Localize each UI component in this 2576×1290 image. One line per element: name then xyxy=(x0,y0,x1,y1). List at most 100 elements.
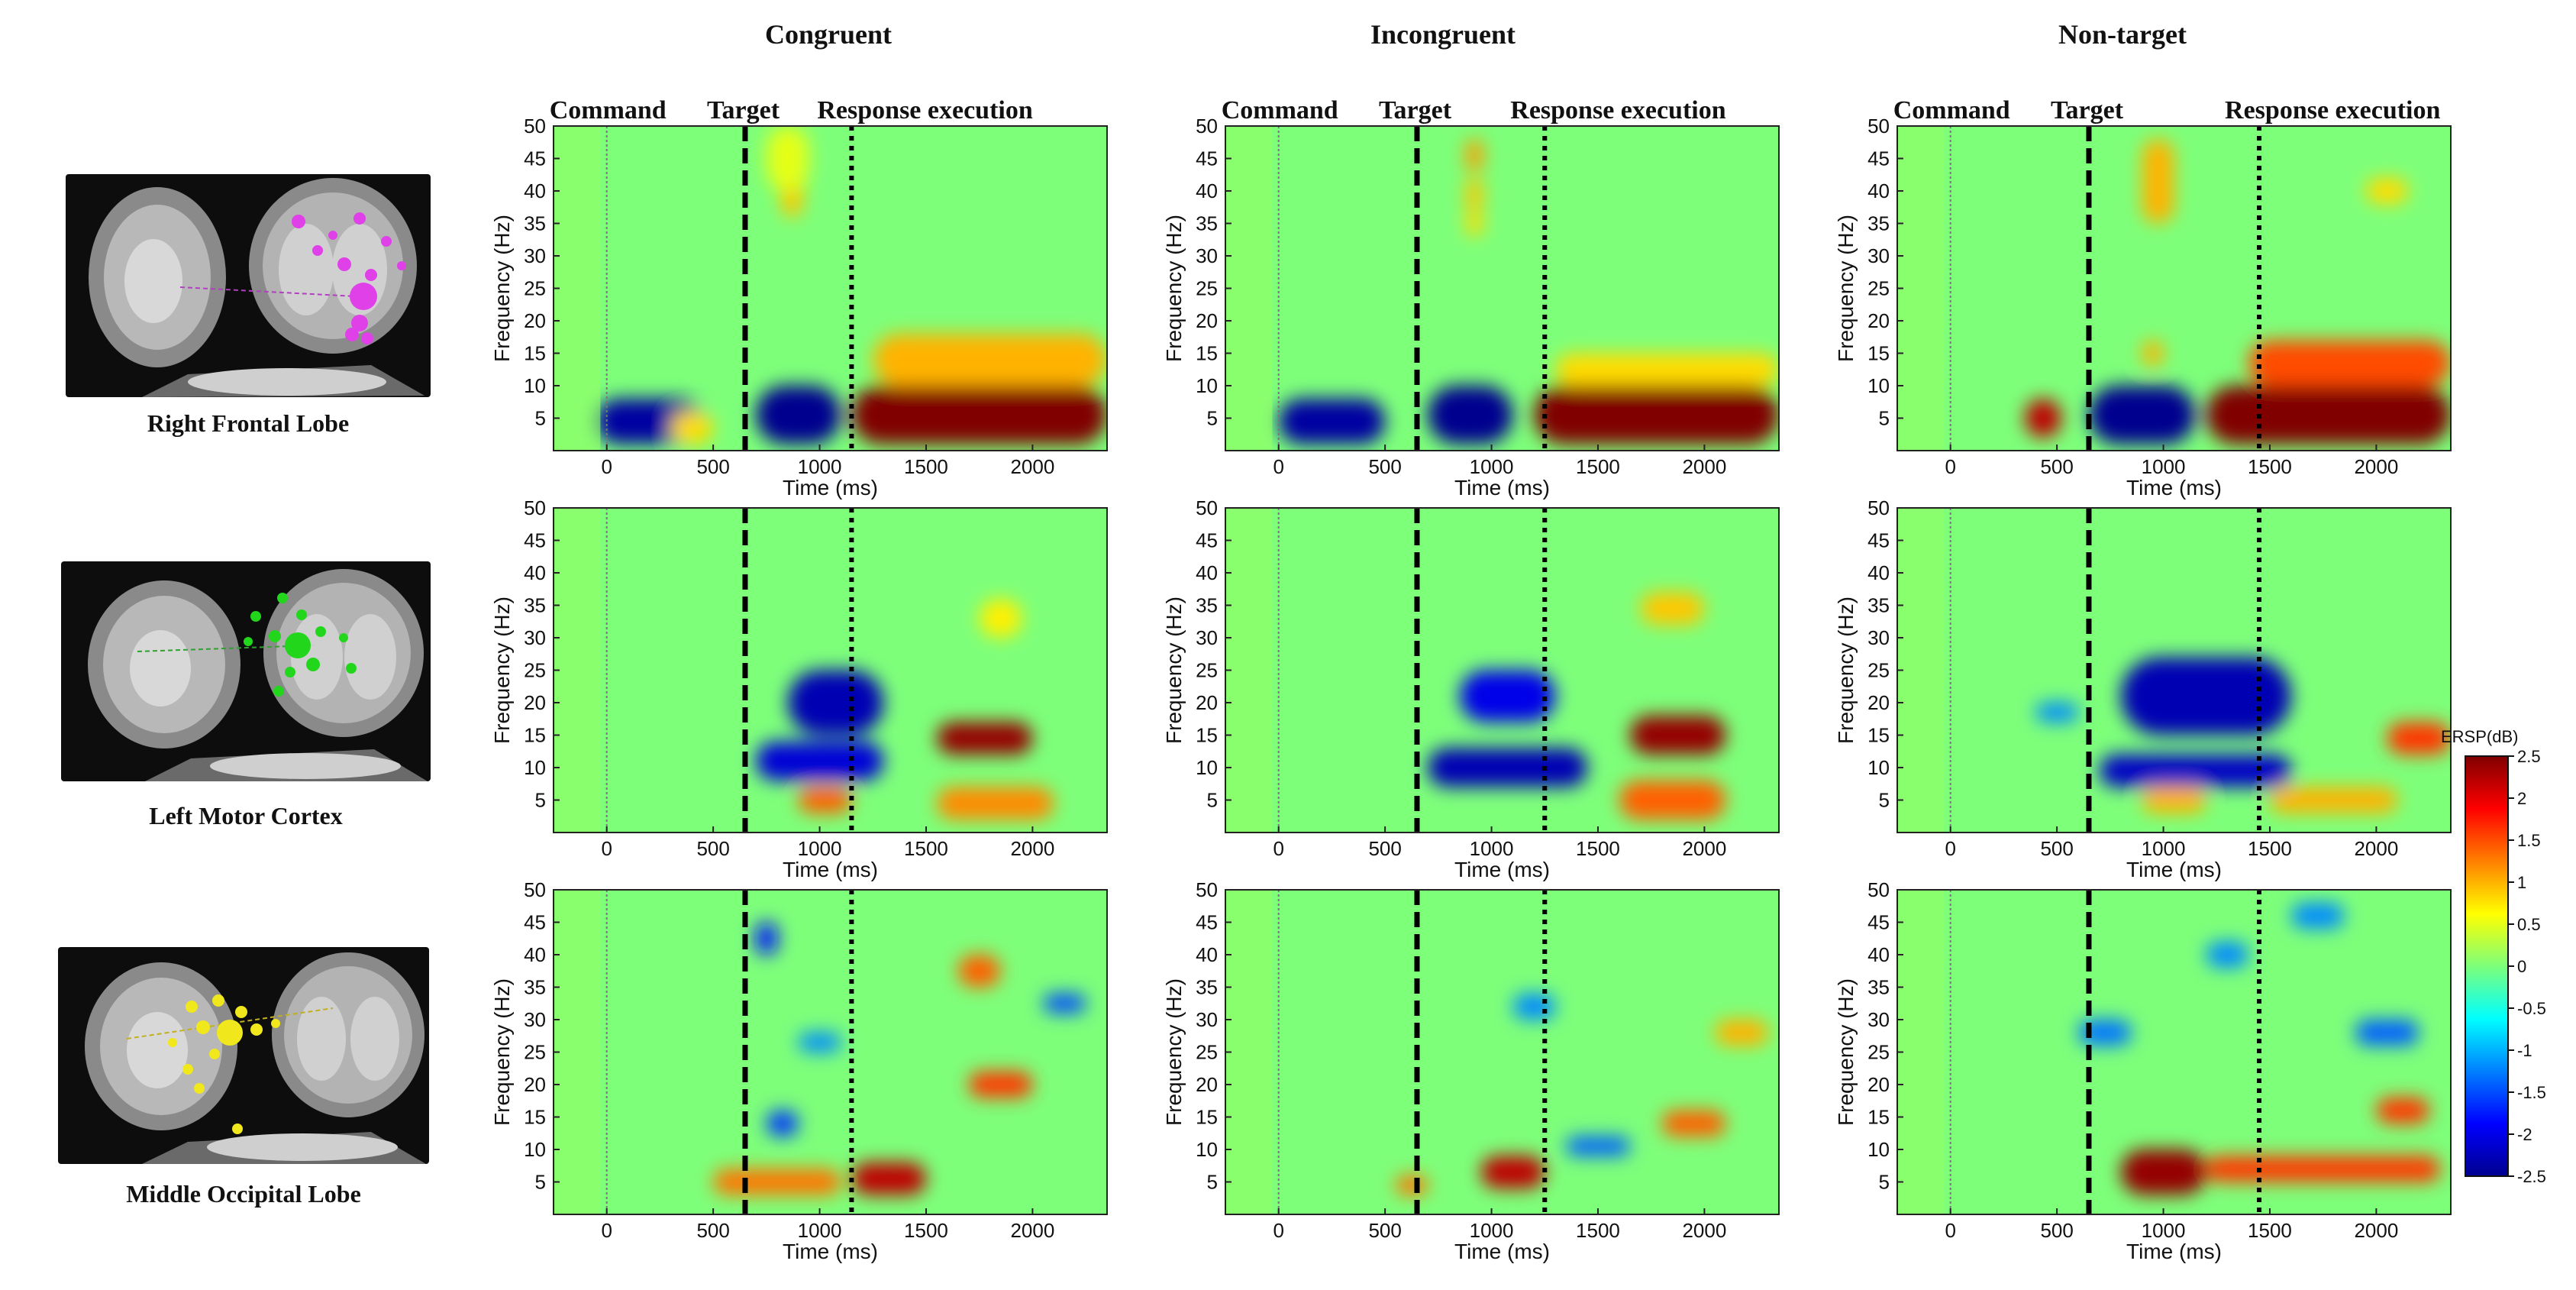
ersp-blob xyxy=(1619,781,1726,820)
x-tick-label: 1000 xyxy=(2142,1219,2186,1242)
y-tick-label: 15 xyxy=(1867,342,1890,365)
x-tick-label: 1000 xyxy=(1470,1219,1514,1242)
ersp-blob xyxy=(2142,139,2174,224)
y-tick-label: 20 xyxy=(524,309,546,332)
ersp-blob xyxy=(1466,210,1483,237)
command-label: Command xyxy=(1222,96,1338,124)
y-tick-label: 10 xyxy=(1196,756,1218,779)
baseline-band xyxy=(1225,126,1273,451)
baseline-band xyxy=(1225,890,1273,1214)
y-tick-label: 40 xyxy=(524,943,546,966)
response-label: Response execution xyxy=(2225,96,2440,124)
y-tick-label: 20 xyxy=(1867,691,1890,714)
command-label: Command xyxy=(550,96,667,124)
ersp-blob xyxy=(2099,755,2291,787)
brain-illustration xyxy=(89,178,424,397)
ersp-blob xyxy=(798,1033,841,1052)
colorbar-tick-label: 2 xyxy=(2517,789,2526,808)
baseline-band xyxy=(1897,890,1945,1214)
x-tick-label: 1500 xyxy=(1576,1219,1620,1242)
ersp-blob xyxy=(2269,787,2398,813)
baseline-band xyxy=(1225,508,1273,833)
colorbar-tick-label: -2.5 xyxy=(2517,1167,2546,1186)
y-tick-label: 15 xyxy=(1196,342,1218,365)
y-tick-label: 50 xyxy=(1196,496,1218,519)
y-tick-label: 15 xyxy=(1867,1106,1890,1129)
ersp-blob xyxy=(936,722,1033,755)
y-tick-label: 20 xyxy=(1196,691,1218,714)
column-title-incongruent: Incongruent xyxy=(1370,19,1516,50)
y-tick-label: 40 xyxy=(1196,943,1218,966)
y-tick-label: 30 xyxy=(524,244,546,267)
colorbar-tick-label: -1 xyxy=(2517,1041,2532,1060)
ersp-blob xyxy=(936,787,1054,820)
y-tick-label: 50 xyxy=(1867,496,1890,519)
ersp-blob xyxy=(1534,386,1779,445)
baseline-band xyxy=(554,890,601,1214)
y-tick-label: 20 xyxy=(524,1073,546,1096)
ersp-blob xyxy=(755,742,884,781)
y-tick-label: 45 xyxy=(1867,147,1890,170)
y-tick-label: 40 xyxy=(524,179,546,202)
ersp-blob xyxy=(2088,386,2196,445)
y-tick-label: 15 xyxy=(524,342,546,365)
y-tick-label: 30 xyxy=(1196,1008,1218,1031)
y-tick-label: 50 xyxy=(1867,878,1890,901)
column-title-non-target: Non-target xyxy=(2058,19,2187,50)
y-tick-label: 10 xyxy=(1196,374,1218,397)
colorbar-gradient xyxy=(2465,755,2509,1177)
ersp-blob xyxy=(2376,1098,2430,1123)
x-axis-label: Time (ms) xyxy=(2126,1240,2222,1263)
brain-image-right-frontal-lobe xyxy=(66,174,431,397)
ersp-blob xyxy=(2120,657,2291,736)
x-tick-label: 1500 xyxy=(2248,455,2292,478)
x-tick-label: 500 xyxy=(696,1219,729,1242)
x-tick-label: 1000 xyxy=(2142,837,2186,860)
y-tick-label: 10 xyxy=(524,1138,546,1161)
y-tick-label: 45 xyxy=(524,911,546,934)
ersp-blob xyxy=(1629,716,1726,755)
y-tick-label: 20 xyxy=(1196,309,1218,332)
ersp-blob xyxy=(851,1162,926,1195)
y-tick-label: 30 xyxy=(1196,244,1218,267)
ersp-blob xyxy=(2206,942,2249,968)
y-tick-label: 25 xyxy=(1867,659,1890,682)
x-tick-label: 2000 xyxy=(1682,837,1726,860)
ersp-blob xyxy=(1566,1136,1630,1156)
ersp-colorbar: ERSP(dB) 2.5 2 1.5 1 0.5 0 -0.5 -1 -1.5 -2 -2.5 xyxy=(2441,727,2546,1186)
x-axis-label: Time (ms) xyxy=(783,1240,878,1263)
y-tick-label: 5 xyxy=(1207,407,1218,430)
y-tick-label: 10 xyxy=(1867,756,1890,779)
y-tick-label: 40 xyxy=(1196,179,1218,202)
x-axis-label: Time (ms) xyxy=(2126,476,2222,500)
y-tick-label: 40 xyxy=(524,561,546,584)
y-tick-label: 35 xyxy=(1867,212,1890,235)
y-tick-label: 15 xyxy=(524,1106,546,1129)
x-tick-label: 2000 xyxy=(1682,455,1726,478)
ersp-blob xyxy=(2142,340,2164,367)
ersp-blob xyxy=(1278,399,1386,445)
target-label: Target xyxy=(707,96,780,124)
baseline-band xyxy=(554,508,601,833)
y-tick-label: 5 xyxy=(1207,789,1218,812)
x-axis-label: Time (ms) xyxy=(1454,1240,1550,1263)
y-tick-label: 25 xyxy=(524,659,546,682)
colorbar-tick-label: 0.5 xyxy=(2517,915,2541,934)
baseline-band xyxy=(554,126,601,451)
x-tick-label: 1000 xyxy=(798,455,842,478)
baseline-band xyxy=(1897,126,1945,451)
x-tick-label: 500 xyxy=(1368,1219,1401,1242)
ersp-blob xyxy=(1427,748,1588,787)
y-tick-label: 25 xyxy=(524,1041,546,1064)
y-tick-label: 30 xyxy=(1867,244,1890,267)
y-tick-label: 30 xyxy=(524,626,546,649)
x-tick-label: 0 xyxy=(1273,837,1283,860)
y-tick-label: 30 xyxy=(1196,626,1218,649)
y-tick-label: 45 xyxy=(1867,529,1890,552)
y-tick-label: 25 xyxy=(1196,1041,1218,1064)
x-axis-label: Time (ms) xyxy=(1454,476,1550,500)
y-tick-label: 5 xyxy=(535,789,546,812)
